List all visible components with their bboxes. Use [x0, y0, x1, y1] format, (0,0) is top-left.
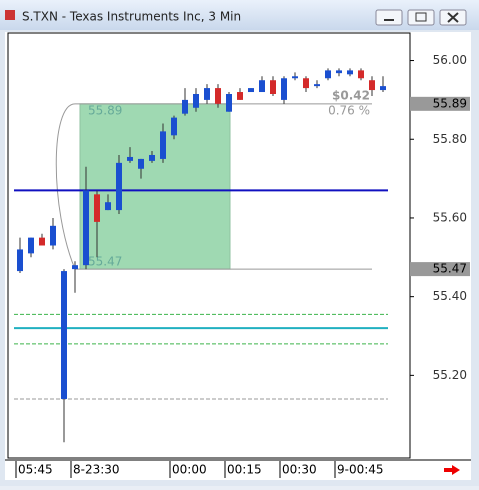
price-marker-label: 55.89: [433, 96, 467, 110]
y-tick-label: 55.80: [433, 132, 467, 146]
y-tick-label: 55.20: [433, 368, 467, 382]
candle-body: [347, 70, 353, 75]
candle-body: [325, 70, 331, 79]
candle-body: [204, 88, 210, 100]
price-marker: [410, 96, 470, 111]
candle-body: [369, 80, 375, 91]
price-marker: [410, 262, 470, 277]
candle-body: [336, 70, 342, 74]
candle-body: [237, 92, 243, 100]
x-tick-label: 9-00:45: [337, 463, 384, 477]
candle-body: [226, 93, 232, 112]
x-tick-label: 8-23:30: [73, 463, 120, 477]
close-icon: [447, 12, 459, 23]
plot: 55.20 55.40 55.60 55.80 56.00 55.89 55.47 $0.42…: [14, 53, 470, 478]
x-tick-label: 00:00: [172, 463, 207, 477]
candle-body: [149, 154, 155, 161]
candle-body: [182, 99, 188, 114]
candle-body: [127, 156, 133, 161]
candle-body: [28, 237, 34, 254]
candle-body: [116, 162, 122, 211]
candle-body: [281, 78, 287, 100]
candle-body: [160, 131, 166, 159]
highlight-curve: [55, 103, 76, 270]
x-tick-label: 00:30: [282, 463, 317, 477]
candle-body: [292, 76, 298, 79]
candle-body: [303, 78, 309, 89]
candle-body: [248, 88, 254, 93]
candle-body: [358, 70, 364, 79]
price-marker-label: 55.47: [433, 262, 467, 276]
candle-body: [215, 88, 221, 104]
y-tick-label: 55.40: [433, 289, 467, 303]
candle-body: [259, 80, 265, 93]
window-title: S.TXN - Texas Instruments Inc, 3 Min: [22, 10, 241, 24]
candle-body: [83, 190, 89, 266]
candle-body: [171, 117, 177, 136]
y-tick-label: 56.00: [433, 53, 467, 67]
x-tick-label: 05:45: [18, 463, 53, 477]
percent-label: 0.76 %: [328, 103, 370, 117]
candle-body: [39, 237, 45, 246]
candle-body: [72, 265, 78, 270]
app-icon: [5, 10, 15, 20]
candle-body: [138, 158, 144, 169]
highlight-box: [79, 103, 231, 270]
y-tick-label: 55.60: [433, 210, 467, 224]
candle-body: [270, 80, 276, 94]
candle-body: [17, 249, 23, 272]
candle-body: [105, 202, 111, 211]
x-tick-label: 00:15: [227, 463, 262, 477]
maximize-icon: [415, 12, 427, 22]
maximize-button[interactable]: [407, 9, 435, 26]
highlight-top-text: 55.89: [88, 103, 122, 117]
candle-body: [380, 86, 386, 91]
scroll-arrow[interactable]: [444, 465, 460, 475]
minimize-button[interactable]: [375, 9, 403, 26]
candle-body: [314, 84, 320, 87]
candle-body: [193, 93, 199, 108]
candle-body: [61, 271, 67, 399]
candle-body: [94, 194, 100, 222]
highlight-bottom-text: 55.47: [88, 255, 122, 269]
change-label: $0.42: [332, 88, 370, 102]
candle-body: [50, 225, 56, 246]
